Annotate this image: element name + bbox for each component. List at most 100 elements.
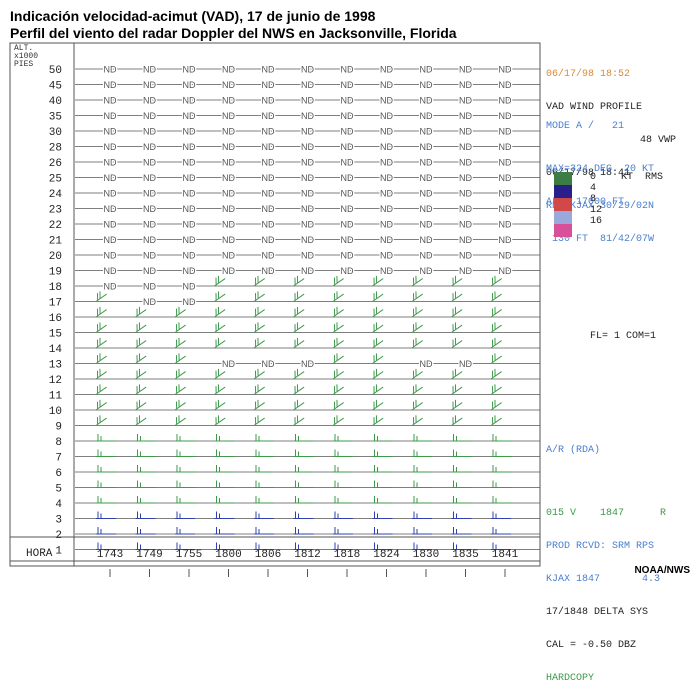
nd-marker: ND bbox=[420, 251, 433, 261]
nd-marker: ND bbox=[143, 127, 156, 137]
wind-barb bbox=[254, 527, 274, 535]
wind-barb bbox=[412, 449, 432, 457]
wind-barb bbox=[174, 306, 186, 318]
wind-barb bbox=[214, 337, 226, 349]
wind-barb bbox=[214, 415, 226, 426]
wind-barb bbox=[253, 291, 265, 302]
nd-marker: ND bbox=[143, 80, 156, 90]
wind-barb bbox=[253, 337, 265, 349]
radar-location-2: 130 FT 81/42/07W bbox=[546, 234, 655, 245]
nd-marker: ND bbox=[341, 235, 354, 245]
wind-barb bbox=[451, 368, 463, 380]
wind-barb bbox=[253, 322, 265, 333]
wind-barb bbox=[254, 511, 274, 519]
wind-barb bbox=[135, 368, 147, 380]
x-axis-title: HORA bbox=[26, 548, 53, 560]
nd-marker: ND bbox=[262, 359, 275, 369]
wind-barb bbox=[96, 480, 116, 488]
wind-barb bbox=[332, 337, 344, 349]
wind-barb bbox=[372, 306, 384, 318]
wind-barb bbox=[254, 542, 274, 550]
wind-barb bbox=[333, 449, 353, 457]
nd-marker: ND bbox=[459, 158, 472, 168]
wind-barb bbox=[174, 368, 186, 380]
altitude-label-4: 4 bbox=[55, 499, 62, 511]
nd-marker: ND bbox=[301, 220, 314, 230]
nd-marker: ND bbox=[183, 235, 196, 245]
product-line-2: PROD RCVD: SRM RPS bbox=[546, 541, 655, 552]
nd-marker: ND bbox=[499, 65, 512, 75]
wind-barb bbox=[135, 384, 147, 395]
wind-barb bbox=[411, 291, 423, 302]
legend-swatch-8 bbox=[554, 198, 572, 211]
time-label-1835: 1835 bbox=[452, 549, 478, 561]
altitude-label-23: 23 bbox=[49, 205, 62, 217]
nd-marker: ND bbox=[459, 251, 472, 261]
nd-marker: ND bbox=[262, 235, 275, 245]
product-line-5: CAL = -0.50 DBZ bbox=[546, 640, 637, 651]
nd-marker: ND bbox=[459, 204, 472, 214]
wind-barb bbox=[135, 480, 156, 488]
wind-barb bbox=[451, 306, 463, 318]
nd-marker: ND bbox=[104, 142, 117, 152]
nd-marker: ND bbox=[459, 80, 472, 90]
wind-barb bbox=[451, 337, 463, 349]
wind-barb bbox=[214, 291, 226, 302]
max-wind: MAX=324 DEG 20 KT bbox=[546, 164, 655, 175]
wind-barb bbox=[96, 449, 116, 457]
nd-marker: ND bbox=[262, 189, 275, 199]
altitude-label-30: 30 bbox=[49, 127, 62, 139]
wind-barb bbox=[411, 337, 423, 349]
wind-barb bbox=[214, 368, 226, 380]
wind-barb bbox=[293, 384, 305, 395]
nd-marker: ND bbox=[143, 189, 156, 199]
nd-marker: ND bbox=[143, 297, 156, 307]
nd-marker: ND bbox=[104, 235, 117, 245]
nd-marker: ND bbox=[499, 251, 512, 261]
wind-barb bbox=[293, 291, 305, 302]
wind-barb bbox=[254, 449, 274, 457]
wind-barb bbox=[96, 434, 116, 442]
wind-barb bbox=[175, 465, 195, 473]
wind-barb bbox=[96, 542, 116, 550]
wind-barb bbox=[332, 275, 344, 287]
nd-marker: ND bbox=[143, 251, 156, 261]
wind-barb bbox=[333, 527, 353, 535]
figure-title: Indicación velocidad-acimut (VAD), 17 de… bbox=[10, 8, 376, 24]
wind-barb bbox=[490, 306, 502, 318]
nd-marker: ND bbox=[459, 189, 472, 199]
legend-label-12: 12 bbox=[590, 205, 603, 216]
nd-marker: ND bbox=[183, 189, 196, 199]
wind-barb bbox=[293, 415, 305, 426]
nd-marker: ND bbox=[380, 189, 393, 199]
wind-barb bbox=[411, 322, 423, 333]
nd-marker: ND bbox=[262, 65, 275, 75]
nd-marker: ND bbox=[420, 173, 433, 183]
wind-barb bbox=[96, 465, 116, 473]
wind-barb bbox=[135, 496, 156, 504]
nd-marker: ND bbox=[183, 111, 196, 121]
wind-barb bbox=[411, 306, 423, 318]
nd-marker: ND bbox=[499, 235, 512, 245]
nd-marker: ND bbox=[301, 127, 314, 137]
nd-marker: ND bbox=[459, 96, 472, 106]
nd-marker: ND bbox=[301, 204, 314, 214]
nd-marker: ND bbox=[183, 220, 196, 230]
wind-barb bbox=[332, 322, 344, 333]
legend-swatch-4 bbox=[554, 185, 572, 198]
altitude-label-11: 11 bbox=[49, 391, 63, 403]
nd-marker: ND bbox=[143, 96, 156, 106]
time-label-1743: 1743 bbox=[97, 549, 123, 561]
nd-marker: ND bbox=[183, 96, 196, 106]
wind-barb bbox=[332, 415, 344, 426]
wind-barb bbox=[175, 496, 195, 504]
altitude-label-26: 26 bbox=[49, 158, 62, 170]
nd-marker: ND bbox=[222, 158, 235, 168]
wind-barb bbox=[451, 434, 472, 442]
nd-marker: ND bbox=[420, 235, 433, 245]
nd-marker: ND bbox=[183, 297, 196, 307]
nd-marker: ND bbox=[301, 80, 314, 90]
nd-marker: ND bbox=[143, 65, 156, 75]
legend-label-16: 16 bbox=[590, 216, 603, 227]
